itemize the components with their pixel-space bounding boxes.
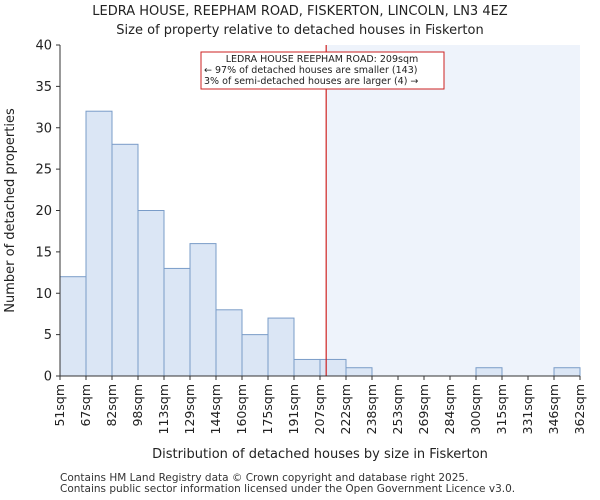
footer-line-1: Contains HM Land Registry data © Crown c… xyxy=(60,472,469,484)
x-tick-label: 129sqm xyxy=(182,384,197,434)
x-tick-label: 331sqm xyxy=(520,384,535,434)
x-tick-label: 222sqm xyxy=(338,384,353,434)
bar-207sqm xyxy=(319,358,347,377)
y-tick-label: 20 xyxy=(35,204,52,219)
annotation-line-3: 3% of semi-detached houses are larger (4… xyxy=(204,76,418,87)
bar-300sqm xyxy=(475,367,503,377)
bars-group xyxy=(59,110,581,377)
x-tick-label: 175sqm xyxy=(260,384,275,434)
bar-144sqm xyxy=(215,309,243,377)
chart-title: LEDRA HOUSE, REEPHAM ROAD, FISKERTON, LI… xyxy=(92,4,508,19)
chart-subtitle: Size of property relative to detached ho… xyxy=(116,23,484,38)
bar-346sqm xyxy=(553,367,581,377)
y-tick-label: 5 xyxy=(44,328,52,343)
bar-191sqm xyxy=(293,358,321,377)
bar-67sqm xyxy=(85,110,113,377)
x-tick-label: 315sqm xyxy=(494,384,509,434)
y-axis-label: Number of detached properties xyxy=(3,108,18,313)
bar-51sqm xyxy=(59,276,87,377)
bar-98sqm xyxy=(137,210,165,377)
x-tick-label: 346sqm xyxy=(546,384,561,434)
x-tick-label: 269sqm xyxy=(416,384,431,434)
y-tick-label: 30 xyxy=(35,121,52,136)
bar-175sqm xyxy=(267,317,295,377)
annotation-box xyxy=(200,51,445,90)
x-tick-label: 144sqm xyxy=(208,384,223,434)
x-tick-label: 82sqm xyxy=(104,384,119,427)
x-axis-label: Distribution of detached houses by size … xyxy=(152,447,488,462)
x-tick-label: 362sqm xyxy=(572,384,587,434)
x-tick-label: 191sqm xyxy=(286,384,301,434)
bar-129sqm xyxy=(189,243,217,377)
y-tick-label: 10 xyxy=(35,287,52,302)
x-tick-label: 51sqm xyxy=(52,384,67,427)
bar-160sqm xyxy=(241,334,269,377)
x-tick-label: 160sqm xyxy=(234,384,249,434)
y-tick-label: 0 xyxy=(44,370,52,385)
histogram-chart: 0 5 10 15 20 25 30 35 40 51sqm 67sqm 82sqm 98sqm 113… xyxy=(3,39,587,463)
x-tick-label: 207sqm xyxy=(312,384,327,434)
x-tick-label: 284sqm xyxy=(442,384,457,434)
chart-title-block: LEDRA HOUSE, REEPHAM ROAD, FISKERTON, LI… xyxy=(0,2,600,40)
y-tick-label: 25 xyxy=(35,163,52,178)
x-axis-ticks: 51sqm 67sqm 82sqm 98sqm 113sqm 129sqm 144sqm 16… xyxy=(52,376,587,434)
larger-region-shade xyxy=(327,45,580,376)
annotation-line-2: ← 97% of detached houses are smaller (14… xyxy=(204,65,417,76)
bar-222sqm xyxy=(345,367,373,377)
annotation-line-1: LEDRA HOUSE REEPHAM ROAD: 209sqm xyxy=(226,54,418,65)
y-tick-label: 15 xyxy=(35,245,52,260)
x-tick-label: 98sqm xyxy=(130,384,145,427)
x-tick-label: 238sqm xyxy=(364,384,379,434)
y-tick-label: 35 xyxy=(35,80,52,95)
x-tick-label: 113sqm xyxy=(156,384,171,434)
y-axis-ticks: 0 5 10 15 20 25 30 35 40 xyxy=(35,39,60,385)
bar-82sqm xyxy=(111,143,139,377)
footer-line-2: Contains public sector information licen… xyxy=(60,483,516,495)
footer: Contains HM Land Registry data © Crown c… xyxy=(60,473,515,495)
x-tick-label: 253sqm xyxy=(390,384,405,434)
y-tick-label: 40 xyxy=(35,39,52,54)
bar-113sqm xyxy=(163,267,191,377)
x-tick-label: 67sqm xyxy=(78,384,93,427)
x-tick-label: 300sqm xyxy=(468,384,483,434)
